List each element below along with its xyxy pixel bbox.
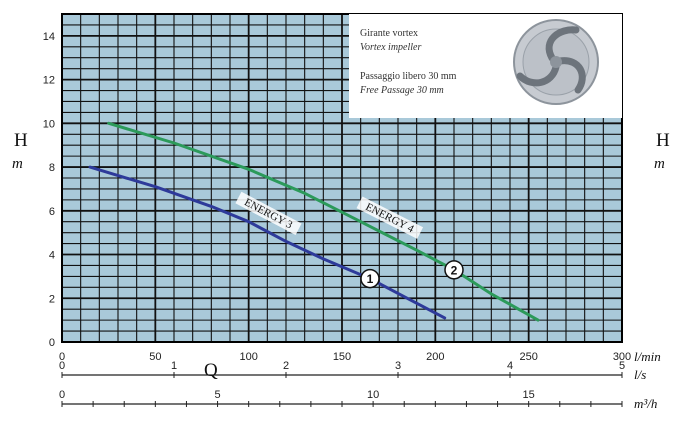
impeller-icon <box>513 19 599 105</box>
info-box: Girante vortex Vortex impeller Passaggio… <box>349 14 622 118</box>
x-axes: 0 50 100 150 200 250 300 l/min 0 1 2 3 4 5 l/s 0 5 10 15 m³… <box>59 349 661 411</box>
secondary-tick-label: 0 <box>59 389 65 401</box>
x-tick-label-lmin: 300 <box>613 351 631 363</box>
series-marker-label: 1 <box>367 272 374 286</box>
x-unit-lmin: l/min <box>634 349 661 364</box>
secondary-tick-label: 4 <box>507 360 513 372</box>
series-line <box>88 165 447 320</box>
plot-frame <box>61 13 623 343</box>
info-line-3: Passaggio libero 30 mm <box>360 71 457 82</box>
y-axis-unit-left: m <box>12 156 23 172</box>
series-line <box>107 121 540 322</box>
secondary-tick-label: 3 <box>395 360 401 372</box>
series-marker <box>360 268 380 289</box>
x-axis-label: Q <box>204 360 218 381</box>
y-tick-label: 6 <box>49 206 55 218</box>
y-tick-label: 10 <box>43 118 55 130</box>
x-tick-label-lmin: 150 <box>333 351 351 363</box>
y-axis-letter-left: H <box>14 130 28 151</box>
series-marker-label: 2 <box>451 263 458 277</box>
x-tick-label-lmin: 200 <box>426 351 444 363</box>
info-line-4: Free Passage 30 mm <box>359 85 444 96</box>
secondary-tick-label: 1 <box>171 360 177 372</box>
y-tick-label: 14 <box>43 31 55 43</box>
y-tick-label: 8 <box>49 162 55 174</box>
y-axis-ticks: 0 2 4 6 8 10 12 14 <box>43 31 55 349</box>
y-tick-label: 2 <box>49 293 55 305</box>
y-tick-label: 12 <box>43 75 55 87</box>
grid-lines <box>61 13 623 343</box>
info-line-1: Girante vortex <box>360 28 418 39</box>
secondary-axis-unit: l/s <box>634 367 646 382</box>
secondary-tick-label: 2 <box>283 360 289 372</box>
series-label-bg <box>235 191 302 235</box>
y-axis-unit-right: m <box>654 156 665 172</box>
y-tick-label: 0 <box>49 337 55 349</box>
secondary-tick-label: 0 <box>59 360 65 372</box>
x-tick-label-lmin: 50 <box>149 351 161 363</box>
info-line-2: Vortex impeller <box>360 42 421 53</box>
x-tick-label-lmin: 250 <box>519 351 537 363</box>
secondary-tick-label: 5 <box>619 360 625 372</box>
series-marker <box>444 260 464 280</box>
secondary-tick-label: 5 <box>214 389 220 401</box>
x-tick-label-lmin: 0 <box>59 351 65 363</box>
secondary-tick-label: 15 <box>523 389 535 401</box>
secondary-axis-unit: m³/h <box>634 396 657 411</box>
series-label-bg <box>356 196 424 239</box>
x-tick-label-lmin: 100 <box>239 351 257 363</box>
y-tick-label: 4 <box>49 250 55 262</box>
secondary-tick-label: 10 <box>367 389 379 401</box>
y-axis-letter-right: H <box>656 130 670 151</box>
